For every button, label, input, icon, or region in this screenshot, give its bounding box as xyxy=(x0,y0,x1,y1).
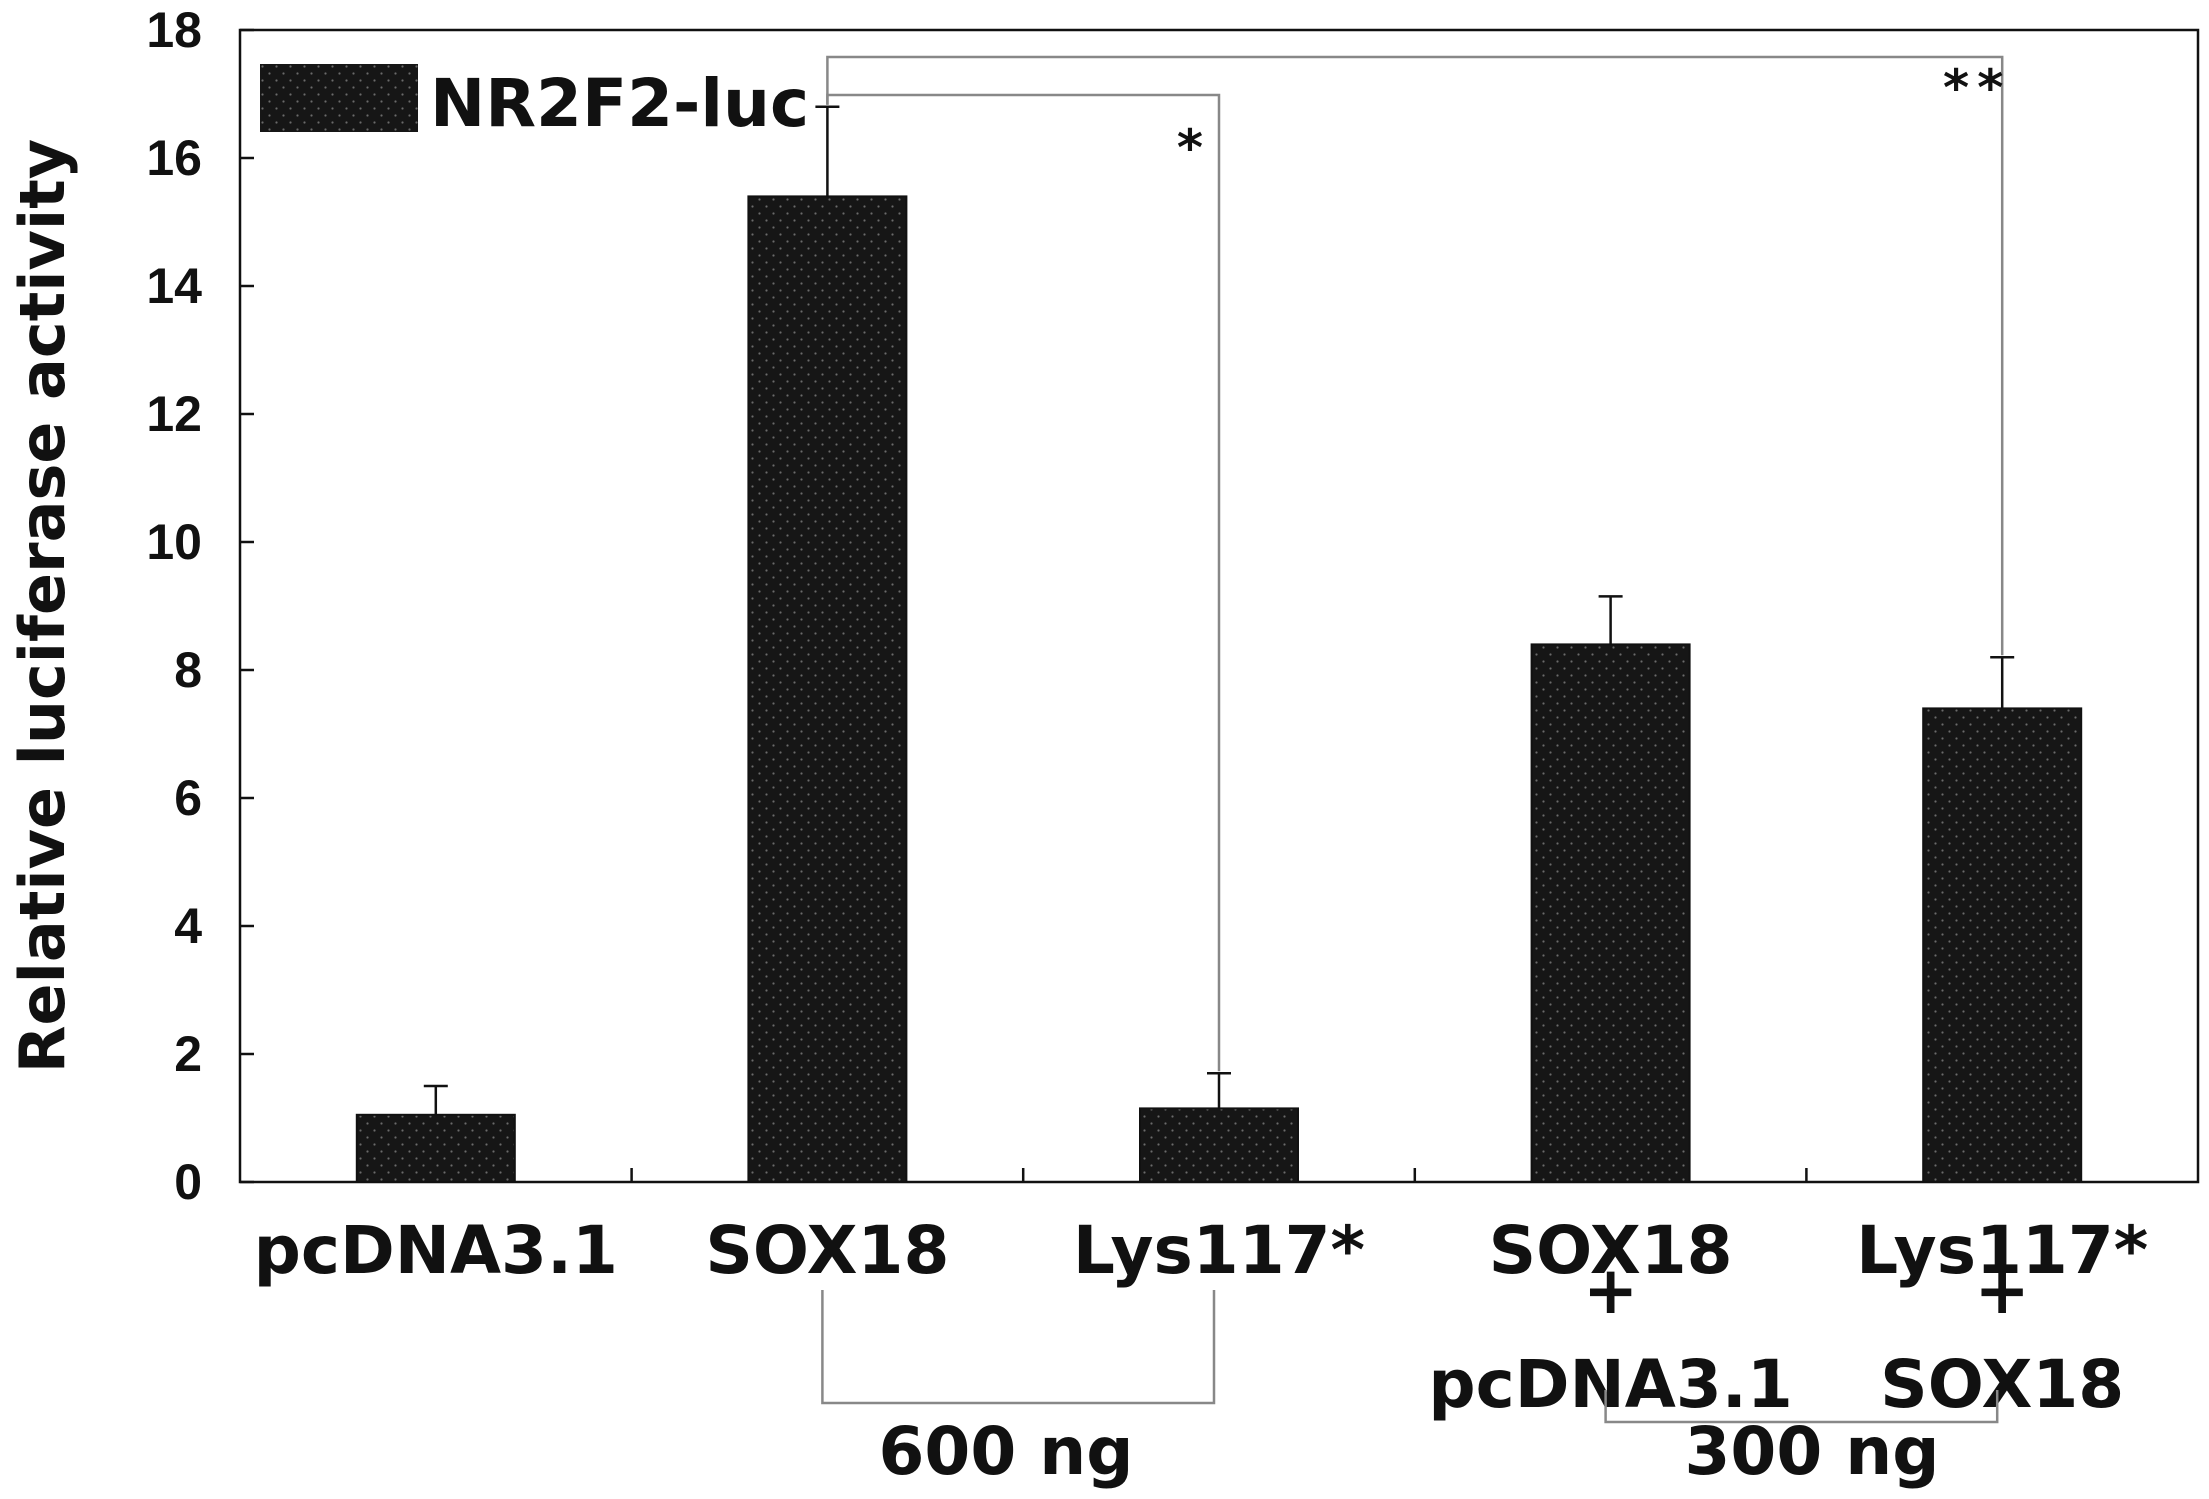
significance-annotations: *** xyxy=(826,55,2011,1072)
y-tick-label: 10 xyxy=(146,514,202,570)
significance-label: * xyxy=(1177,119,1211,177)
y-tick-label: 4 xyxy=(174,898,202,954)
category-label: SOX18 xyxy=(705,1212,949,1289)
category-label: SOX18 xyxy=(1489,1212,1733,1289)
dose-group-bracket xyxy=(1604,1390,1999,1424)
category-label: Lys117* xyxy=(1073,1212,1365,1289)
dose-group-label: 300 ng xyxy=(1685,1413,1940,1490)
y-axis: 0 2 4 6 8 10 12 14 16 18 xyxy=(146,2,254,1210)
bars xyxy=(355,195,2083,1184)
significance-label: ** xyxy=(1943,59,2011,117)
category-label: SOX18 xyxy=(1880,1346,2124,1423)
dose-group-label: 600 ng xyxy=(879,1413,1134,1490)
bar xyxy=(1922,707,2083,1184)
y-tick-label: 8 xyxy=(174,642,202,698)
dose-group-bracket xyxy=(821,1290,1216,1405)
y-axis-title: Relative luciferase activity xyxy=(6,139,79,1073)
legend-swatch xyxy=(260,64,418,132)
category-label: pcDNA3.1 xyxy=(1428,1346,1792,1423)
bar xyxy=(1139,1107,1299,1184)
y-tick-label: 0 xyxy=(174,1154,202,1210)
y-tick-label: 14 xyxy=(146,258,202,314)
x-axis xyxy=(630,1168,1808,1182)
bar xyxy=(747,195,908,1183)
legend: NR2F2-luc xyxy=(260,64,809,142)
y-tick-label: 12 xyxy=(146,386,202,442)
y-tick-label: 16 xyxy=(146,130,202,186)
y-tick-label: 2 xyxy=(174,1026,202,1082)
bar xyxy=(1530,643,1691,1183)
legend-label: NR2F2-luc xyxy=(430,65,809,142)
category-label: + xyxy=(1975,1252,2030,1329)
category-label: Lys117* xyxy=(1856,1212,2148,1289)
y-tick-label: 6 xyxy=(174,770,202,826)
dose-group-annotations: 600 ng 300 ng xyxy=(821,1290,1999,1490)
category-label: pcDNA3.1 xyxy=(254,1212,618,1289)
error-bars xyxy=(423,105,2015,1115)
category-label: + xyxy=(1583,1252,1638,1329)
significance-bracket xyxy=(826,55,2004,656)
y-tick-label: 18 xyxy=(146,2,202,58)
bar xyxy=(355,1113,516,1184)
category-labels: pcDNA3.1 SOX18 Lys117* SOX18+pcDNA3.1Lys117… xyxy=(254,1212,2149,1423)
